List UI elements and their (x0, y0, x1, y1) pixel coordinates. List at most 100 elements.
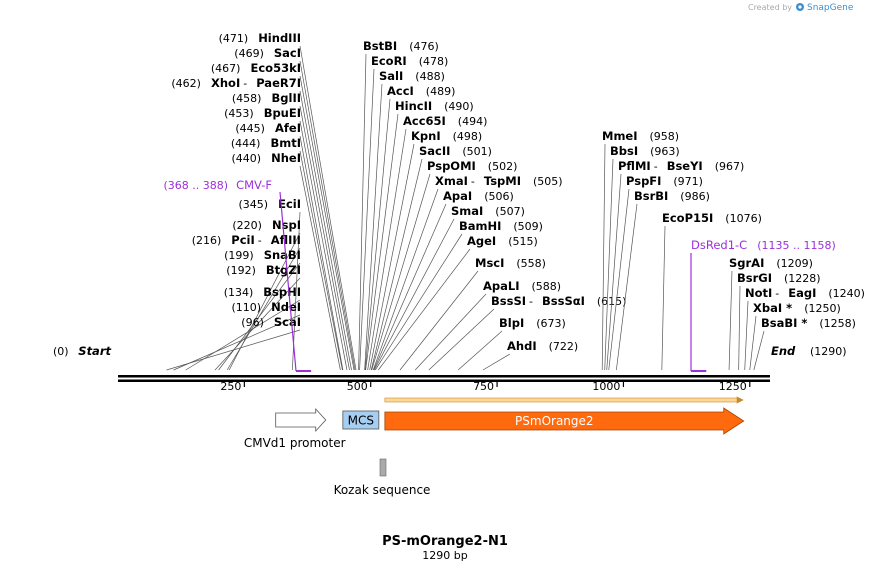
credit-prefix: Created by (748, 3, 792, 12)
site-leader-line (358, 53, 367, 371)
site-name: EciI (278, 197, 301, 211)
feature-cmvd1-promoter[interactable]: CMVd1 promoter (244, 407, 346, 450)
site-pflmi[interactable]: PflMI - BseYI (967) (606, 159, 745, 371)
site-ecii[interactable]: (345) EciI (239, 197, 302, 371)
site-bpuei[interactable]: (453) BpuEI (224, 106, 348, 371)
site-noti[interactable]: NotI - EagI (1240) (744, 286, 865, 371)
site-position: (509) (513, 220, 543, 233)
credit-brand: SnapGene (807, 3, 854, 13)
end-marker-start: Start (0) (53, 344, 111, 358)
site-nhei[interactable]: (440) NheI (232, 151, 341, 371)
site-bmti[interactable]: (444) BmtI (231, 136, 343, 371)
site-ndei[interactable]: (110) NdeI (173, 300, 301, 371)
site-position: (1240) (828, 287, 865, 300)
site-position: (673) (536, 317, 566, 330)
site-acc65i[interactable]: Acc65I (494) (367, 114, 488, 371)
site-ecop15i[interactable]: EcoP15I (1076) (661, 211, 762, 371)
site-leader-line (399, 270, 479, 371)
site-eco53ki[interactable]: (467) Eco53kI (211, 61, 355, 371)
site-leader-line (214, 277, 301, 371)
site-name: PspOMI (427, 159, 476, 173)
site-sacii[interactable]: SacII (501) (370, 144, 492, 371)
site-bsrgi[interactable]: BsrGI (1228) (737, 271, 821, 371)
site-kpni[interactable]: KpnI (498) (369, 129, 483, 371)
site-bsrbi[interactable]: BsrBI (986) (616, 189, 710, 371)
site-bsphi[interactable]: (134) BspHI (185, 285, 301, 371)
end-marker-end: End (1290) (771, 344, 847, 358)
site-smai[interactable]: SmaI (507) (373, 204, 525, 371)
site-snabi[interactable]: (199) SnaBI (218, 248, 301, 371)
site-name: MscI (475, 256, 504, 270)
site-name: Eco53kI (251, 61, 302, 75)
site-leader-line (753, 330, 765, 371)
primer-dsred1-c[interactable]: DsRed1-C (1135 .. 1158) (690, 238, 836, 372)
site-sgrai[interactable]: SgrAI (1209) (728, 256, 813, 371)
primer-cmv-f[interactable]: CMV-F (368 .. 388) (164, 178, 312, 372)
site-name: ScaI (274, 315, 301, 329)
site-hincii[interactable]: HincII (490) (365, 99, 474, 371)
site-leader-line (367, 128, 407, 371)
site-name: SacII (419, 144, 450, 158)
site-bbsi[interactable]: BbsI (963) (604, 144, 680, 371)
site-leader-line (378, 248, 471, 371)
site-leader-line (738, 285, 741, 371)
feature-mcs[interactable]: MCS (342, 410, 380, 430)
site-mmei[interactable]: MmeI (958) (601, 129, 680, 371)
site-leader-line (616, 203, 638, 371)
site-position: (453) (224, 107, 254, 120)
site-apai[interactable]: ApaI (506) (373, 189, 514, 371)
site-sali[interactable]: SalI (488) (364, 69, 445, 371)
site-name: BbsI (610, 144, 638, 158)
site-saci[interactable]: (469) SacI (234, 46, 356, 371)
site-name: NheI (271, 151, 301, 165)
site-bsssi[interactable]: BssSI-BssSαI(615) (428, 294, 627, 371)
site-name: PflMI (618, 159, 651, 173)
primers: CMV-F (368 .. 388) DsRed1-C (1135 .. 1158) (164, 178, 836, 372)
site-scai[interactable]: (96) ScaI (166, 315, 302, 371)
site-name: SgrAI (729, 256, 764, 270)
site-acci[interactable]: AccI (489) (364, 84, 455, 371)
site-position: (199) (224, 249, 254, 262)
site-leader-line (608, 188, 630, 371)
site-agei[interactable]: AgeI (515) (378, 234, 538, 371)
site-leader-line (414, 293, 487, 371)
site-name: AfeI (275, 121, 301, 135)
site-btgzi[interactable]: (192) BtgZI (214, 263, 301, 371)
site-bamhi[interactable]: BamHI (509) (374, 219, 543, 371)
site-name: BamHI (459, 219, 501, 233)
site-xmai[interactable]: XmaI - TspMI (505) (372, 174, 563, 371)
site-leader-line (749, 315, 757, 371)
site-pspfi[interactable]: PspFI (971) (608, 174, 703, 371)
site-msci[interactable]: MscI (558) (399, 256, 546, 371)
site-apali[interactable]: ApaLI (588) (414, 279, 561, 371)
site-ahdi[interactable]: AhdI (722) (482, 339, 578, 371)
site-position: (494) (458, 115, 488, 128)
feature-psmorange2[interactable]: PSmOrange2 (384, 407, 745, 435)
primer-name: CMV-F (236, 178, 272, 192)
site-position: (958) (650, 130, 680, 143)
cds-arrow-icon (384, 407, 745, 435)
site-blpi[interactable]: BlpI (673) (457, 316, 566, 371)
site-position: (498) (453, 130, 483, 143)
site-name: BssSI (491, 294, 526, 308)
site-leader-line (299, 150, 343, 371)
site-hindiii[interactable]: (471) HindIII (219, 31, 357, 371)
site-pspomi[interactable]: PspOMI (502) (371, 159, 518, 371)
site-bsabi[interactable]: BsaBI * (1258) (753, 316, 856, 371)
site-xhoi[interactable]: (462) XhoI - PaeR7I (171, 76, 352, 371)
site-bstbi[interactable]: BstBI (476) (358, 39, 439, 371)
site-name: PaeR7I (256, 76, 301, 90)
site-leader-line (364, 98, 391, 371)
site-position: (1228) (784, 272, 821, 285)
site-name: BsaBI * (761, 316, 807, 330)
site-xbai[interactable]: XbaI * (1250) (749, 301, 841, 371)
site-bglii[interactable]: (458) BglII (232, 91, 350, 371)
site-ecori[interactable]: EcoRI (478) (359, 54, 449, 371)
feature-kozak-sequence[interactable]: Kozak sequence (334, 458, 431, 497)
site-pcii[interactable]: (216) PciI - AflIII (192, 233, 301, 371)
site-leader-line (299, 135, 344, 371)
site-position: (471) (219, 32, 249, 45)
site-leader-line (370, 158, 423, 371)
site-position: (967) (715, 160, 745, 173)
site-afei[interactable]: (445) AfeI (235, 121, 344, 371)
